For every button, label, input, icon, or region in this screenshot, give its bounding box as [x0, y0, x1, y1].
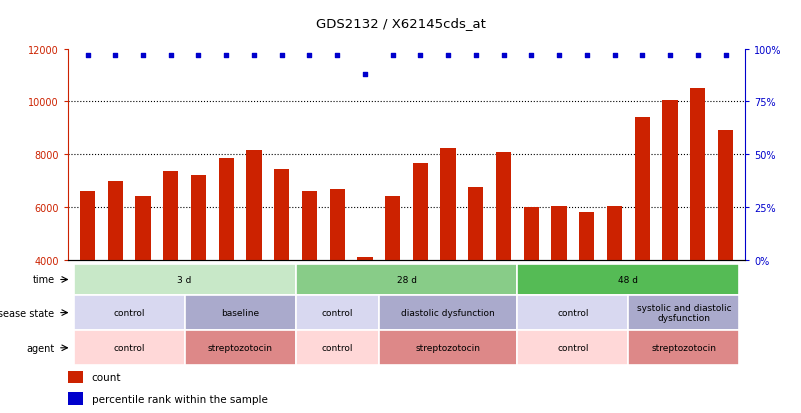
Bar — [524, 207, 539, 366]
Point — [691, 52, 704, 59]
Bar — [690, 89, 706, 366]
Point — [719, 52, 732, 59]
Point — [608, 52, 621, 59]
Text: control: control — [114, 344, 145, 352]
Text: percentile rank within the sample: percentile rank within the sample — [92, 394, 268, 404]
Bar — [634, 118, 650, 366]
Bar — [329, 189, 344, 366]
Point — [359, 71, 372, 78]
Point — [248, 52, 260, 59]
Bar — [517, 330, 629, 366]
Bar — [302, 192, 317, 366]
Text: streptozotocin: streptozotocin — [207, 344, 272, 352]
Bar — [662, 101, 678, 366]
Bar — [629, 295, 739, 330]
Text: 3 d: 3 d — [177, 275, 191, 284]
Text: systolic and diastolic
dysfunction: systolic and diastolic dysfunction — [637, 303, 731, 323]
Point — [331, 52, 344, 59]
Bar — [107, 181, 123, 366]
Bar — [74, 264, 296, 295]
Bar — [135, 197, 151, 366]
Point — [81, 52, 94, 59]
Text: GDS2132 / X62145cds_at: GDS2132 / X62145cds_at — [316, 17, 485, 29]
Bar — [296, 264, 517, 295]
Bar — [441, 148, 456, 366]
Bar — [68, 392, 83, 405]
Text: control: control — [557, 309, 589, 317]
Text: agent: agent — [26, 343, 54, 353]
Bar — [184, 295, 296, 330]
Point — [525, 52, 537, 59]
Point — [276, 52, 288, 59]
Text: time: time — [32, 275, 54, 285]
Bar — [163, 172, 179, 366]
Point — [441, 52, 454, 59]
Bar — [469, 188, 484, 366]
Point — [469, 52, 482, 59]
Bar — [579, 213, 594, 366]
Bar — [517, 264, 739, 295]
Point — [663, 52, 676, 59]
Point — [137, 52, 150, 59]
Point — [386, 52, 399, 59]
Point — [553, 52, 566, 59]
Bar — [247, 151, 262, 366]
Text: streptozotocin: streptozotocin — [416, 344, 481, 352]
Bar — [296, 330, 379, 366]
Text: 28 d: 28 d — [396, 275, 417, 284]
Point — [192, 52, 205, 59]
Point — [109, 52, 122, 59]
Bar — [296, 295, 379, 330]
Text: disease state: disease state — [0, 308, 54, 318]
Point — [497, 52, 510, 59]
Point — [636, 52, 649, 59]
Bar — [496, 152, 511, 366]
Bar — [191, 176, 206, 366]
Text: control: control — [557, 344, 589, 352]
Bar — [68, 371, 83, 383]
Bar — [607, 206, 622, 366]
Bar — [379, 295, 517, 330]
Bar — [274, 169, 289, 366]
Point — [164, 52, 177, 59]
Bar — [184, 330, 296, 366]
Point — [581, 52, 594, 59]
Bar — [74, 295, 184, 330]
Bar — [629, 330, 739, 366]
Text: streptozotocin: streptozotocin — [651, 344, 716, 352]
Bar — [379, 330, 517, 366]
Text: 48 d: 48 d — [618, 275, 638, 284]
Bar — [718, 131, 733, 366]
Bar — [219, 159, 234, 366]
Point — [414, 52, 427, 59]
Text: control: control — [321, 309, 353, 317]
Text: control: control — [114, 309, 145, 317]
Bar — [385, 197, 400, 366]
Bar — [80, 192, 95, 366]
Text: count: count — [92, 372, 121, 382]
Bar — [74, 330, 184, 366]
Bar — [357, 258, 372, 366]
Text: control: control — [321, 344, 353, 352]
Text: baseline: baseline — [221, 309, 260, 317]
Point — [303, 52, 316, 59]
Point — [219, 52, 232, 59]
Bar — [551, 206, 566, 366]
Bar — [517, 295, 629, 330]
Bar — [413, 164, 428, 366]
Text: diastolic dysfunction: diastolic dysfunction — [401, 309, 495, 317]
